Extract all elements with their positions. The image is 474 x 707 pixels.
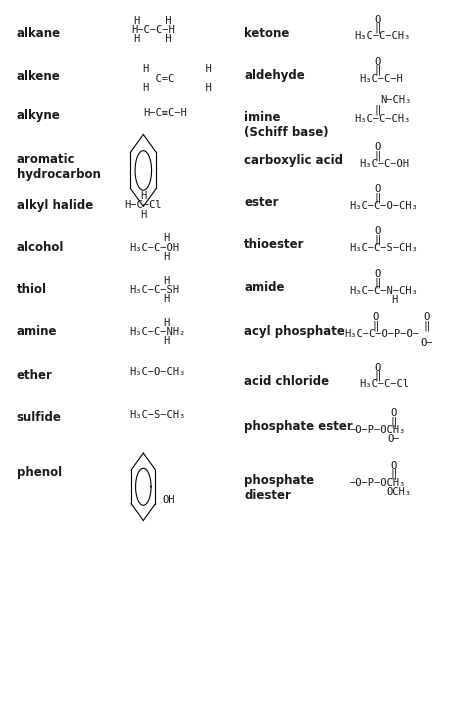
Text: ‖: ‖ <box>424 320 430 331</box>
Text: H₃C−C−OH: H₃C−C−OH <box>359 159 409 169</box>
Text: ‖: ‖ <box>374 65 381 76</box>
Text: O: O <box>374 363 381 373</box>
Text: H         H: H H <box>143 83 212 93</box>
Text: H: H <box>164 317 170 327</box>
Text: ester: ester <box>244 197 279 209</box>
Text: O: O <box>374 15 381 25</box>
Text: H₃C−C−Cl: H₃C−C−Cl <box>359 380 409 390</box>
Text: ‖: ‖ <box>374 104 381 115</box>
Text: acid chloride: acid chloride <box>244 375 329 387</box>
Text: H₃C−C−OH: H₃C−C−OH <box>129 243 179 252</box>
Text: O−: O− <box>420 338 433 348</box>
Text: thiol: thiol <box>17 284 47 296</box>
Text: H₃C−C−S−CH₃: H₃C−C−S−CH₃ <box>349 243 418 253</box>
Text: O: O <box>374 57 381 66</box>
Text: H₃C−C−NH₂: H₃C−C−NH₂ <box>129 327 185 337</box>
Text: H    H: H H <box>134 34 172 45</box>
Text: −O−P−OCH₃: −O−P−OCH₃ <box>349 425 406 435</box>
Text: H: H <box>164 294 170 304</box>
Text: OCH₃: OCH₃ <box>386 487 411 498</box>
Text: amine: amine <box>17 325 57 339</box>
Text: O: O <box>391 408 397 418</box>
Text: H: H <box>164 233 170 243</box>
Text: H: H <box>164 336 170 346</box>
Text: sulfide: sulfide <box>17 411 62 424</box>
Text: aromatic
hydrocarbon: aromatic hydrocarbon <box>17 153 100 181</box>
Text: N−CH₃: N−CH₃ <box>380 95 411 105</box>
Text: ‖: ‖ <box>391 469 397 479</box>
Text: H: H <box>391 296 397 305</box>
Text: ‖: ‖ <box>374 370 381 381</box>
Text: O: O <box>374 226 381 236</box>
Text: C=C: C=C <box>143 74 174 83</box>
Text: H: H <box>164 276 170 286</box>
Text: H−C−C−H: H−C−C−H <box>131 25 174 35</box>
Text: ether: ether <box>17 369 53 382</box>
Text: OH: OH <box>162 495 174 505</box>
Text: H₃C−C−O−P−O−: H₃C−C−O−P−O− <box>345 329 420 339</box>
Text: H         H: H H <box>143 64 212 74</box>
Text: O: O <box>374 185 381 194</box>
Text: H₃C−O−CH₃: H₃C−O−CH₃ <box>129 368 185 378</box>
Text: ‖: ‖ <box>374 277 381 288</box>
Text: acyl phosphate: acyl phosphate <box>244 325 345 339</box>
Text: O: O <box>391 461 397 471</box>
Text: H    H: H H <box>134 16 172 26</box>
Text: ‖: ‖ <box>374 235 381 245</box>
Text: alkene: alkene <box>17 70 61 83</box>
Text: amide: amide <box>244 281 284 294</box>
Text: H: H <box>140 209 146 220</box>
Text: H−C≡C−H: H−C≡C−H <box>143 108 187 118</box>
Text: imine
(Schiff base): imine (Schiff base) <box>244 111 328 139</box>
Text: H₃C−C−H: H₃C−C−H <box>359 74 402 83</box>
Text: O: O <box>372 312 378 322</box>
Text: H₃C−C−O−CH₃: H₃C−C−O−CH₃ <box>349 201 418 211</box>
Text: alkane: alkane <box>17 27 61 40</box>
Text: thioester: thioester <box>244 238 304 252</box>
Text: H₃C−C−SH: H₃C−C−SH <box>129 285 179 295</box>
Text: alkyne: alkyne <box>17 110 61 122</box>
Text: H: H <box>164 252 170 262</box>
Text: ‖: ‖ <box>374 23 381 33</box>
Text: −O−P−OCH₃: −O−P−OCH₃ <box>349 477 406 488</box>
Text: O: O <box>374 269 381 279</box>
Text: H: H <box>140 192 146 201</box>
Text: ‖: ‖ <box>374 151 381 161</box>
Text: O: O <box>424 312 430 322</box>
Text: H₃C−C−N−CH₃: H₃C−C−N−CH₃ <box>349 286 418 296</box>
Text: phosphate
diester: phosphate diester <box>244 474 314 502</box>
Text: carboxylic acid: carboxylic acid <box>244 154 343 168</box>
Text: alcohol: alcohol <box>17 241 64 255</box>
Text: ‖: ‖ <box>391 416 397 427</box>
Text: phenol: phenol <box>17 466 62 479</box>
Text: O−: O− <box>388 434 400 444</box>
Text: phosphate ester: phosphate ester <box>244 420 353 433</box>
Text: H₃C−C−CH₃: H₃C−C−CH₃ <box>354 115 410 124</box>
Text: H−C−Cl: H−C−Cl <box>125 201 162 211</box>
Text: ketone: ketone <box>244 27 290 40</box>
Text: ‖: ‖ <box>374 192 381 203</box>
Text: H₃C−C−CH₃: H₃C−C−CH₃ <box>354 31 410 42</box>
Text: ‖: ‖ <box>372 320 378 331</box>
Text: O: O <box>374 142 381 152</box>
Text: alkyl halide: alkyl halide <box>17 199 93 212</box>
Text: aldehyde: aldehyde <box>244 69 305 82</box>
Text: H₃C−S−CH₃: H₃C−S−CH₃ <box>129 409 185 419</box>
